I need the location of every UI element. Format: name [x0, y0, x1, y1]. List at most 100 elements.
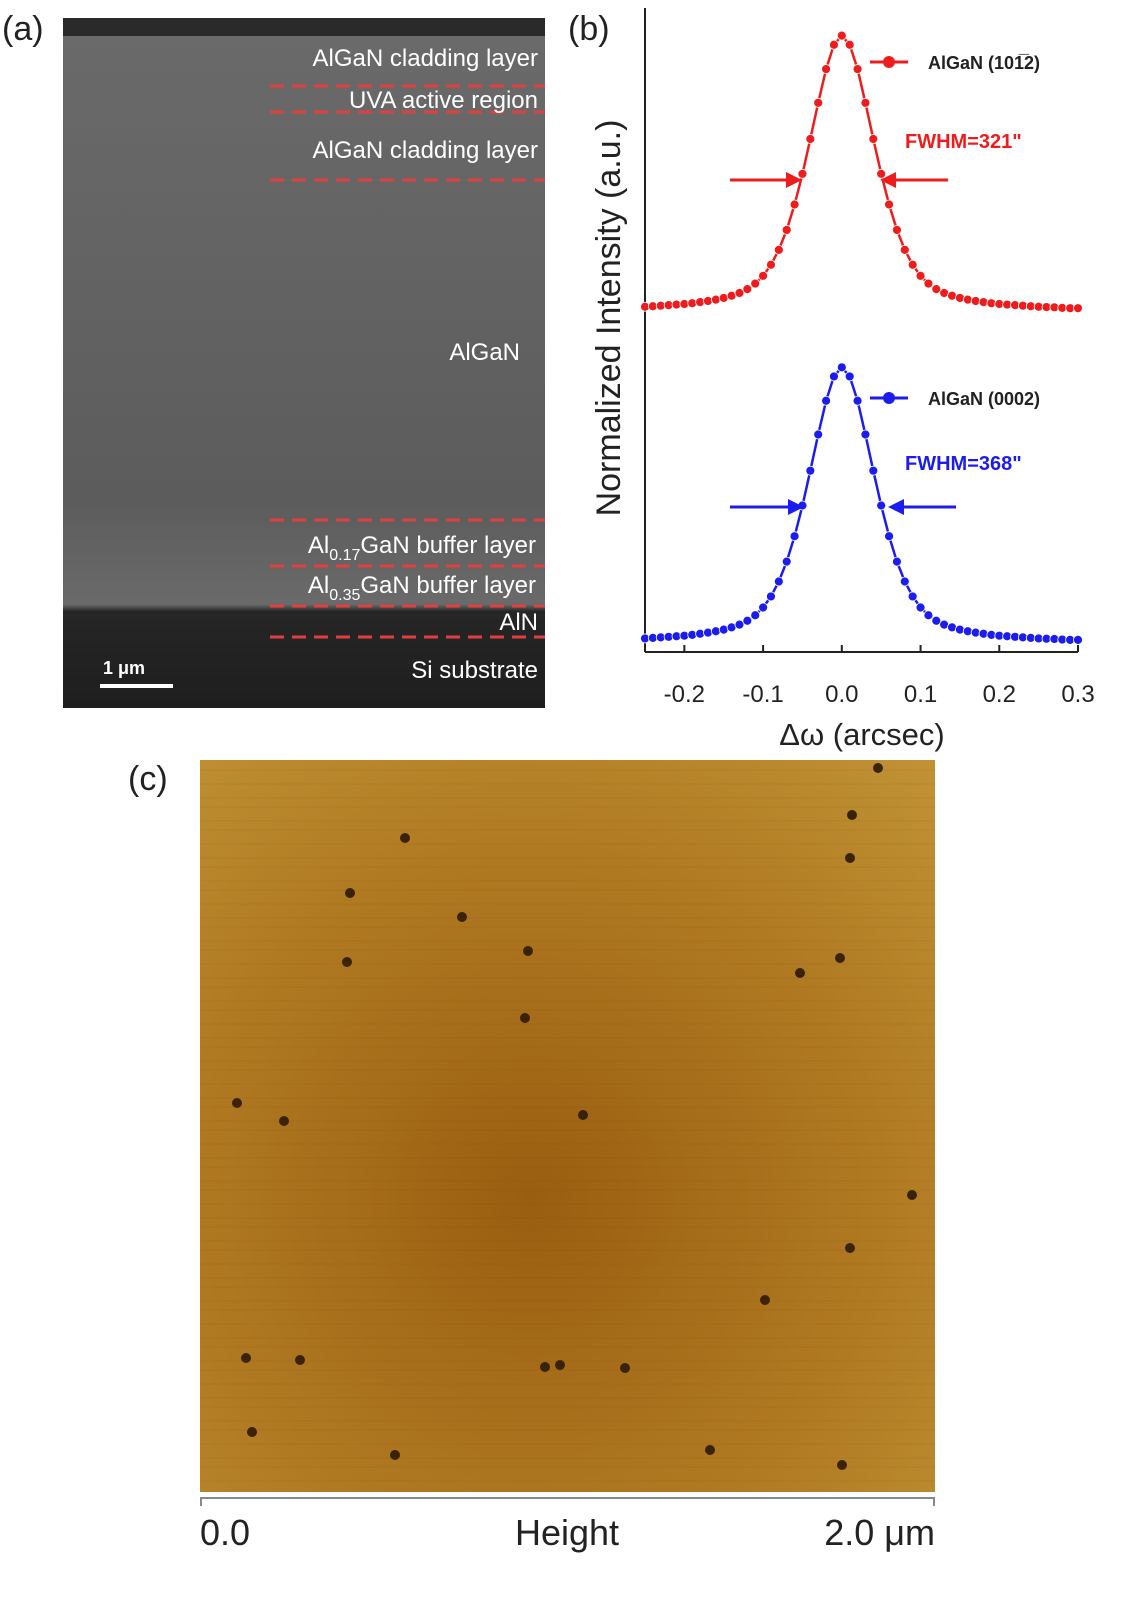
fwhm-annotation: FWHM=368": [905, 453, 1022, 475]
data-point: [876, 500, 887, 511]
afm-pit: [795, 968, 805, 978]
data-point: [899, 576, 910, 587]
layer-label-part: Al: [308, 572, 329, 599]
layer-label-part: Al: [308, 532, 329, 559]
afm-pit: [555, 1360, 565, 1370]
data-point: [734, 619, 745, 630]
layer-label: AlGaN cladding layer: [313, 137, 538, 164]
layer-label: AlGaN: [449, 339, 520, 366]
data-point: [962, 626, 973, 637]
layer-label: Al0.17GaN buffer layer: [308, 532, 536, 564]
afm-pit: [845, 1243, 855, 1253]
afm-image: [200, 760, 935, 1492]
data-point: [703, 296, 713, 306]
data-point: [781, 225, 792, 235]
data-point: [829, 371, 839, 382]
data-point: [742, 284, 753, 294]
data-point: [734, 288, 745, 298]
data-point: [915, 270, 926, 281]
data-point: [766, 591, 776, 602]
data-point: [821, 64, 831, 74]
data-point: [884, 199, 894, 210]
data-point: [829, 39, 839, 50]
layer-label-part: GaN buffer layer: [360, 532, 536, 559]
data-point: [907, 591, 918, 602]
legend-label: AlGaN (0002): [928, 389, 1040, 409]
data-point: [899, 244, 910, 255]
fwhm-arrowhead: [786, 172, 802, 188]
x-tick-label: 0.0: [825, 681, 858, 708]
panel-label: (b): [568, 10, 610, 48]
data-point: [876, 168, 887, 179]
data-point: [813, 97, 824, 108]
x-tick-label: -0.1: [742, 681, 783, 708]
data-point: [931, 284, 942, 294]
afm-center-label: Height: [515, 1512, 619, 1553]
afm-pit: [705, 1445, 715, 1455]
data-point: [710, 294, 721, 305]
afm-pit: [400, 833, 410, 843]
data-point: [844, 371, 855, 382]
data-point: [797, 168, 808, 179]
afm-pit: [907, 1190, 917, 1200]
x-tick-label: 0.2: [983, 681, 1016, 708]
afm-pit: [342, 957, 352, 967]
x-tick-label: 0.1: [904, 681, 937, 708]
fwhm-arrowhead: [880, 172, 896, 188]
afm-pit: [835, 953, 845, 963]
afm-pit: [247, 1427, 257, 1437]
layer-label-sub: 0.17: [329, 547, 360, 564]
data-point: [766, 259, 776, 270]
data-point: [805, 465, 816, 476]
data-point: [773, 576, 784, 587]
afm-pit: [279, 1116, 289, 1126]
data-point: [852, 395, 863, 406]
data-point: [1073, 634, 1083, 645]
afm-pit: [523, 946, 533, 956]
x-axis-label: Δω (arcsec): [779, 717, 944, 752]
afm-pit: [457, 912, 467, 922]
afm-pit: [873, 763, 883, 773]
data-point: [892, 225, 902, 235]
x-tick-label: -0.2: [664, 681, 705, 708]
data-point: [821, 395, 831, 406]
data-point: [907, 259, 918, 270]
data-point: [955, 293, 965, 303]
afm-pit: [620, 1363, 630, 1373]
data-point: [868, 465, 879, 476]
data-point: [805, 134, 816, 144]
afm-pit: [295, 1355, 305, 1365]
afm-pit: [232, 1098, 242, 1108]
data-point: [710, 626, 721, 637]
afm-pit: [520, 1013, 530, 1023]
legend-marker: [883, 56, 895, 68]
data-point: [892, 556, 902, 567]
fwhm-arrowhead: [788, 499, 804, 515]
panel-label: (a): [2, 10, 44, 48]
afm-pit: [760, 1295, 770, 1305]
data-point: [923, 278, 934, 289]
layer-label: AlGaN cladding layer: [313, 45, 538, 72]
data-point: [758, 602, 768, 613]
data-point: [703, 627, 713, 638]
data-point: [955, 624, 965, 635]
layer-label: Si substrate: [411, 657, 538, 684]
fwhm-annotation: FWHM=321": [905, 131, 1022, 153]
data-point: [750, 610, 761, 621]
afm-left-label: 0.0: [200, 1512, 250, 1553]
data-point: [789, 531, 800, 542]
data-point: [836, 30, 847, 41]
data-point: [750, 278, 761, 289]
data-point: [781, 556, 792, 567]
panel-label: (c): [128, 760, 168, 798]
legend-marker: [883, 392, 895, 404]
data-point: [931, 615, 942, 626]
data-point: [868, 134, 879, 144]
layer-label: AlN: [499, 609, 538, 636]
x-tick-label: 0.3: [1061, 681, 1094, 708]
data-point: [742, 615, 753, 626]
sem-top: [63, 18, 545, 36]
layer-label: Al0.35GaN buffer layer: [308, 572, 536, 604]
